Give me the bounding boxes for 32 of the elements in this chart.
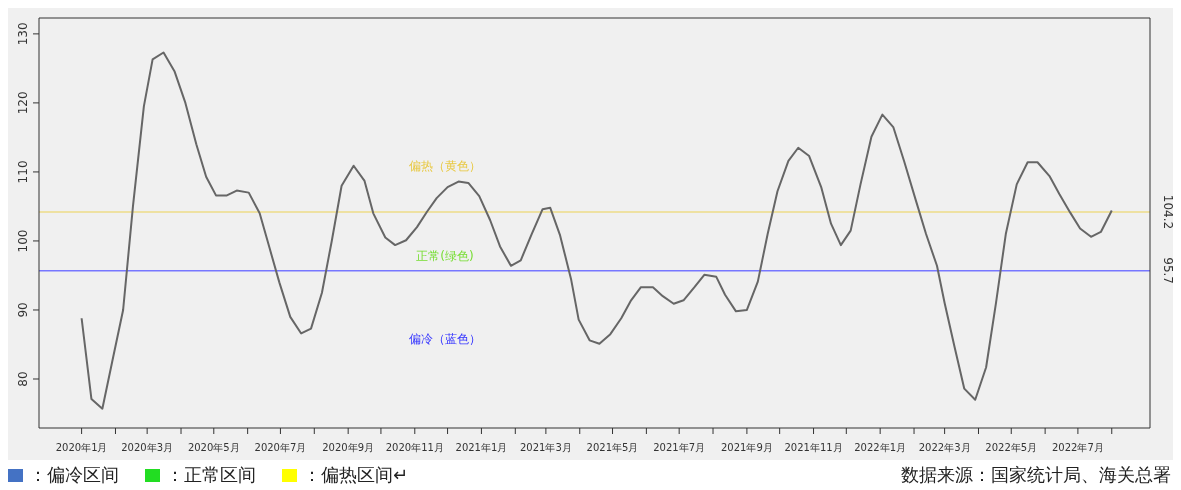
x-tick-label: 2020年9月: [322, 442, 375, 453]
x-tick-label: 2020年3月: [121, 442, 174, 453]
y-tick-label: 90: [16, 302, 30, 318]
x-tick-label: 2022年5月: [985, 442, 1038, 453]
x-tick-label: 2020年1月: [55, 442, 108, 453]
annotation: 偏冷（蓝色）: [409, 331, 481, 348]
line-series: [80, 51, 1113, 410]
y-tick-label: 80: [16, 371, 30, 387]
y-tick-label: 100: [16, 229, 30, 253]
x-tick-label: 2020年7月: [254, 442, 307, 453]
ref-line-label: 104.2: [1161, 194, 1175, 230]
text: ：正常区间: [166, 463, 256, 487]
y-tick-label: 120: [16, 91, 30, 115]
x-tick-label: 2021年1月: [455, 442, 508, 453]
text: ：偏热区间↵: [303, 463, 409, 487]
y-tick-label: 130: [16, 22, 30, 46]
x-tick-label: 2020年5月: [187, 442, 240, 453]
annotation: 偏热（黄色）: [409, 158, 481, 175]
annotation: 正常(绿色): [416, 248, 474, 265]
x-tick-label: 2021年3月: [519, 442, 572, 453]
y-tick-label: 110: [16, 160, 30, 184]
x-tick-label: 2021年11月: [784, 442, 843, 453]
x-tick-label: 2021年9月: [720, 442, 773, 453]
x-tick-label: 2022年7月: [1051, 442, 1104, 453]
x-tick-label: 2020年11月: [385, 442, 444, 453]
x-tick-label: 2022年3月: [918, 442, 971, 453]
x-tick-label: 2022年1月: [854, 442, 907, 453]
x-tick-label: 2021年7月: [653, 442, 706, 453]
source-note: 数据来源：国家统计局、海关总署: [901, 463, 1171, 487]
ref-line-label: 95.7: [1161, 257, 1175, 284]
text: ：偏冷区间: [29, 463, 119, 487]
x-tick-label: 2021年5月: [586, 442, 639, 453]
